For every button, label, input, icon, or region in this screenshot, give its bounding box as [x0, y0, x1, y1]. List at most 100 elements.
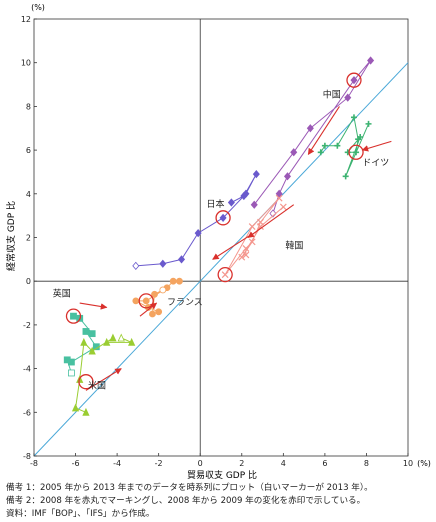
- data-point: [242, 245, 250, 252]
- x-tick-label: 6: [322, 459, 327, 468]
- data-point: [242, 189, 250, 198]
- note-2: 備考 2：2008 年を赤丸でマーキングし、2008 年から 2009 年の変化…: [6, 496, 366, 506]
- data-point: [248, 223, 256, 230]
- x-tick-label: -6: [72, 459, 80, 468]
- data-point: [350, 76, 358, 85]
- data-point: [357, 133, 364, 140]
- data-point: [344, 149, 351, 156]
- x-tick-label: 0: [198, 459, 203, 468]
- x-tick-label: 4: [281, 459, 286, 468]
- data-point: [132, 297, 140, 305]
- highlight-2008-circle: [215, 210, 231, 226]
- y-tick-label: -4: [23, 365, 31, 374]
- x-axis-unit: (%): [417, 459, 431, 468]
- x-axis-label: 貿易収支 GDP 比: [187, 469, 257, 481]
- note-1: 備考 1：2005 年から 2013 年までのデータを時系列にプロット（白いマー…: [6, 483, 373, 493]
- series-中国: [250, 56, 375, 218]
- data-point: [257, 223, 264, 230]
- data-point: [275, 194, 283, 202]
- country-label: 英国: [53, 287, 71, 299]
- data-point: [279, 203, 287, 211]
- series-韓国: [221, 194, 287, 279]
- data-point: [342, 173, 349, 180]
- data-point: [63, 356, 71, 364]
- y-tick-label: -6: [23, 408, 31, 417]
- data-point: [82, 328, 90, 335]
- highlight-2008-circle: [78, 374, 94, 390]
- x-tick-label: -2: [155, 459, 163, 468]
- data-point: [132, 261, 140, 271]
- data-point: [317, 149, 324, 156]
- change-arrow-2008-2009: [79, 302, 108, 310]
- data-point: [176, 277, 183, 285]
- y-axis-unit: (%): [31, 3, 45, 12]
- change-arrow-2008-2009: [307, 106, 340, 156]
- y-tick-label: 8: [26, 102, 31, 111]
- x-tick-label: 2: [239, 459, 244, 468]
- data-point: [88, 330, 96, 338]
- data-point: [169, 277, 177, 285]
- data-point: [159, 286, 167, 294]
- data-point: [250, 200, 258, 209]
- y-tick-label: -8: [23, 452, 31, 461]
- country-label: 米国: [88, 379, 106, 391]
- series-line: [253, 60, 372, 214]
- data-point: [283, 172, 292, 181]
- highlight-2008-circle: [138, 293, 154, 309]
- y-tick-label: 0: [26, 277, 31, 286]
- data-point: [88, 346, 96, 355]
- chart-notes: 備考 1：2005 年から 2013 年までのデータを時系列にプロット（白いマー…: [6, 482, 434, 521]
- data-point: [334, 142, 341, 149]
- data-point: [103, 337, 111, 346]
- data-point: [177, 255, 186, 264]
- x-tick-label: -8: [30, 459, 38, 468]
- change-arrow-2008-2009: [85, 368, 122, 391]
- data-point: [149, 310, 156, 318]
- data-point: [290, 148, 298, 157]
- highlight-2008-circle: [346, 72, 362, 88]
- data-point: [321, 142, 328, 149]
- y-tick-label: 6: [26, 146, 31, 155]
- x-tick-label: 8: [364, 459, 369, 468]
- data-source: 資料：IMF「BOP」、「IFS」から作成。: [6, 509, 155, 519]
- series-line: [224, 197, 284, 275]
- country-label: 日本: [206, 198, 224, 210]
- data-point: [252, 170, 260, 179]
- data-point: [155, 308, 163, 316]
- data-point: [269, 209, 277, 218]
- data-point: [80, 337, 88, 346]
- data-point: [219, 213, 227, 222]
- data-point: [117, 333, 125, 342]
- scatter-chart: -8 -6 -4 -2 0 2 4 6 8 10 -8 -6 -4 -2 0 2 4 6 8 10 12 中国ドイツ日本…: [5, 3, 431, 481]
- data-point: [194, 229, 202, 238]
- data-point: [71, 403, 80, 412]
- data-point: [70, 312, 77, 320]
- data-point: [367, 56, 375, 65]
- data-point: [159, 259, 167, 268]
- country-label: ドイツ: [362, 158, 389, 168]
- y-tick-label: 4: [26, 190, 31, 199]
- data-point: [227, 198, 235, 207]
- reference-line-45deg: [33, 62, 409, 457]
- data-point: [221, 271, 229, 279]
- change-arrow-2008-2009: [247, 204, 295, 238]
- y-axis-label: 経常収支 GDP 比: [5, 201, 17, 271]
- series-日本: [132, 170, 260, 271]
- y-tick-label: 10: [21, 59, 31, 68]
- series-ドイツ: [317, 114, 372, 180]
- y-tick-label: 12: [21, 15, 31, 24]
- data-point: [109, 333, 117, 342]
- country-label: 中国: [323, 89, 341, 101]
- x-tick-label: 10: [403, 459, 413, 468]
- data-point: [82, 407, 90, 416]
- y-tick-label: 2: [26, 234, 31, 243]
- y-tick-label: -2: [23, 321, 31, 330]
- country-label: フランス: [167, 297, 203, 308]
- data-point: [275, 189, 283, 198]
- change-arrow-2008-2009: [361, 140, 392, 152]
- country-label: 韓国: [285, 240, 303, 251]
- data-point: [350, 114, 357, 121]
- data-point: [238, 253, 246, 261]
- highlight-2008-circle: [65, 308, 82, 324]
